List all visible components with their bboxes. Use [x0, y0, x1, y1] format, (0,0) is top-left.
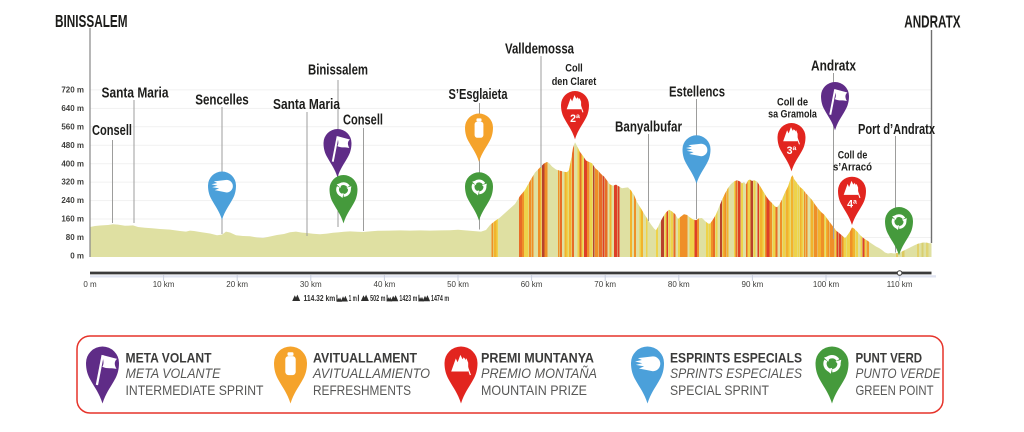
svg-text:Santa Maria: Santa Maria [273, 96, 341, 113]
svg-text:40 km: 40 km [374, 280, 396, 289]
svg-text:90 km: 90 km [742, 280, 764, 289]
svg-text:0 m: 0 m [70, 252, 84, 261]
svg-text:PREMIO MONTAÑA: PREMIO MONTAÑA [481, 366, 597, 381]
svg-text:560 m: 560 m [61, 122, 84, 131]
svg-text:PUNT VERD: PUNT VERD [856, 350, 923, 366]
svg-text:60 km: 60 km [521, 280, 543, 289]
svg-text:Consell: Consell [343, 113, 383, 129]
svg-text:META VOLANT: META VOLANT [126, 350, 212, 366]
svg-text:720 m: 720 m [61, 86, 84, 95]
svg-text:BINISSALEM: BINISSALEM [55, 11, 128, 31]
svg-text:Valldemossa: Valldemossa [505, 41, 574, 58]
svg-text:240 m: 240 m [61, 196, 84, 205]
svg-text:110 km: 110 km [887, 280, 913, 289]
svg-text:80 km: 80 km [668, 280, 690, 289]
svg-text:30 km: 30 km [300, 280, 322, 289]
svg-text:REFRESHMENTS: REFRESHMENTS [313, 382, 411, 398]
svg-text:4ª: 4ª [847, 199, 857, 211]
svg-text:SPECIAL SPRINT: SPECIAL SPRINT [670, 382, 769, 398]
svg-text:Sencelles: Sencelles [195, 92, 249, 109]
svg-text:META VOLANTE: META VOLANTE [126, 366, 222, 381]
svg-text:1474 m: 1474 m [431, 293, 449, 303]
svg-text:AVITUALLAMIENTO: AVITUALLAMIENTO [312, 366, 430, 381]
svg-text:640 m: 640 m [61, 104, 84, 113]
svg-text:PREMI MUNTANYA: PREMI MUNTANYA [481, 350, 594, 366]
svg-text:502 m: 502 m [370, 293, 385, 303]
svg-text:80 m: 80 m [66, 233, 84, 242]
svg-text:GREEN POINT: GREEN POINT [856, 382, 934, 398]
svg-text:100 km: 100 km [813, 280, 840, 289]
svg-text:Santa Maria: Santa Maria [102, 85, 170, 102]
svg-text:Binissalem: Binissalem [308, 62, 368, 79]
svg-text:ESPRINTS ESPECIALS: ESPRINTS ESPECIALS [670, 350, 802, 366]
svg-text:1423 m: 1423 m [399, 293, 417, 303]
svg-text:70 km: 70 km [594, 280, 616, 289]
svg-text:114.32 km: 114.32 km [304, 293, 336, 303]
svg-text:sa Gramola: sa Gramola [768, 109, 818, 121]
svg-text:Coll de: Coll de [838, 150, 868, 162]
svg-text:Consell: Consell [92, 123, 132, 139]
svg-text:Coll: Coll [565, 63, 583, 75]
svg-text:20 km: 20 km [226, 280, 248, 289]
svg-text:10 km: 10 km [153, 280, 175, 289]
svg-text:3ª: 3ª [787, 145, 797, 157]
svg-text:MOUNTAIN PRIZE: MOUNTAIN PRIZE [481, 382, 587, 398]
svg-text:400 m: 400 m [61, 159, 84, 168]
svg-text:Coll de: Coll de [777, 97, 808, 109]
svg-text:INTERMEDIATE SPRINT: INTERMEDIATE SPRINT [126, 382, 264, 398]
svg-text:s’Arracó: s’Arracó [833, 162, 872, 174]
svg-text:1 m: 1 m [349, 293, 357, 303]
svg-text:PUNTO VERDE: PUNTO VERDE [856, 366, 942, 381]
svg-text:Andratx: Andratx [811, 58, 857, 75]
svg-text:320 m: 320 m [61, 178, 84, 187]
svg-text:AVITUALLAMENT: AVITUALLAMENT [313, 350, 417, 366]
svg-text:0 m: 0 m [83, 280, 97, 289]
svg-text:480 m: 480 m [61, 141, 84, 150]
svg-text:Estellencs: Estellencs [669, 84, 725, 101]
svg-text:50 km: 50 km [447, 280, 469, 289]
svg-text:S’Esglaieta: S’Esglaieta [449, 86, 508, 103]
svg-text:den Claret: den Claret [552, 76, 597, 88]
svg-text:SPRINTS ESPECIALES: SPRINTS ESPECIALES [670, 366, 802, 381]
svg-text:2ª: 2ª [570, 113, 580, 125]
svg-text:ANDRATX: ANDRATX [904, 12, 961, 32]
svg-text:Port d’Andratx: Port d’Andratx [858, 121, 935, 138]
svg-text:Banyalbufar: Banyalbufar [615, 119, 682, 136]
svg-text:160 m: 160 m [61, 215, 84, 224]
